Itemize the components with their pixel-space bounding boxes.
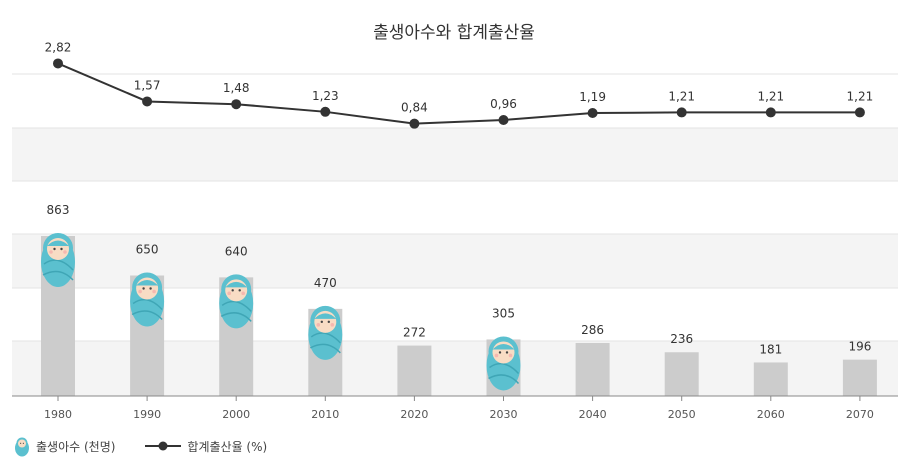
- line-marker-icon: [145, 441, 182, 451]
- baby-icon: [308, 305, 343, 360]
- bar-label-2000: 640: [225, 244, 248, 258]
- baby-icon: [15, 437, 29, 457]
- baby-icon: [130, 272, 165, 327]
- x-tick-label-2000: 2000: [222, 408, 250, 421]
- line-label-2050: 1,21: [668, 89, 695, 103]
- chart-title: 출생아수와 합계출산율: [373, 23, 535, 43]
- line-value-labels: 2,82 1,57 1,48 1,23 0,84 0,96 1,19 1,21 1,21 1,21: [45, 40, 874, 114]
- line-label-1990: 1,57: [134, 78, 161, 92]
- legend-label-births: 출생아수 (천명): [36, 439, 116, 454]
- bar-label-1980: 863: [47, 203, 70, 217]
- line-point-1990: [142, 96, 153, 107]
- baby-icons: [41, 233, 521, 391]
- bar-label-2030: 305: [492, 306, 515, 320]
- bar-value-labels: 863 650 640 470 272 305 286 236 181 196: [47, 203, 872, 356]
- baby-icon: [219, 274, 254, 329]
- bar-label-2050: 236: [670, 332, 693, 346]
- bar-2040: [575, 342, 610, 396]
- line-label-2070: 1,21: [847, 89, 874, 103]
- x-tick-label-2050: 2050: [668, 408, 696, 421]
- line-label-2000: 1,48: [223, 81, 250, 95]
- line-point-2000: [231, 99, 242, 110]
- line-label-2010: 1,23: [312, 89, 339, 103]
- bar-2020: [397, 345, 432, 396]
- band-upper: [12, 128, 898, 181]
- line-point-2010: [320, 106, 331, 117]
- bar-label-2040: 286: [581, 323, 604, 337]
- bar-label-2060: 181: [759, 342, 782, 356]
- line-point-2070: [854, 107, 865, 118]
- line-point-2060: [765, 107, 776, 118]
- line-point-1980: [53, 58, 63, 69]
- legend: 출생아수 (천명) 합계출산율 (%): [14, 434, 297, 458]
- bar-2060: [753, 362, 788, 396]
- line-label-2030: 0,96: [490, 97, 517, 111]
- bar-label-2020: 272: [403, 326, 426, 340]
- line-label-2060: 1,21: [757, 89, 784, 103]
- line-point-2050: [676, 107, 687, 118]
- line-point-2030: [498, 115, 509, 126]
- line-label-2040: 1,19: [579, 90, 606, 104]
- x-tick-label-2040: 2040: [579, 408, 607, 421]
- x-tick-label-2070: 2070: [846, 408, 874, 421]
- line-point-2040: [587, 108, 598, 119]
- x-tick-label-1990: 1990: [133, 408, 161, 421]
- x-tick-label-2020: 2020: [400, 408, 428, 421]
- line-label-2020: 0,84: [401, 101, 428, 115]
- x-axis: 1980 1990 2000 2010 2020 2030 2040 2050 2060 2070: [12, 395, 898, 421]
- legend-label-fertility: 합계출산율 (%): [187, 439, 268, 454]
- fertility-line: [57, 62, 860, 125]
- line-series: [53, 58, 865, 129]
- bar-label-1990: 650: [136, 242, 159, 256]
- x-tick-label-1980: 1980: [44, 408, 72, 421]
- bar-2050: [664, 352, 699, 396]
- x-tick-label-2030: 2030: [490, 408, 518, 421]
- bar-label-2010: 470: [314, 276, 337, 290]
- bar-2070: [842, 359, 877, 396]
- legend-item-births[interactable]: 출생아수 (천명): [14, 435, 115, 457]
- line-point-2020: [409, 118, 420, 129]
- bar-label-2070: 196: [848, 340, 871, 354]
- line-label-1980: 2,82: [45, 40, 72, 54]
- x-tick-label-2060: 2060: [757, 408, 785, 421]
- baby-icon: [486, 336, 521, 391]
- baby-icon: [41, 233, 75, 287]
- legend-item-fertility[interactable]: 합계출산율 (%): [145, 438, 267, 455]
- x-tick-label-2010: 2010: [311, 408, 339, 421]
